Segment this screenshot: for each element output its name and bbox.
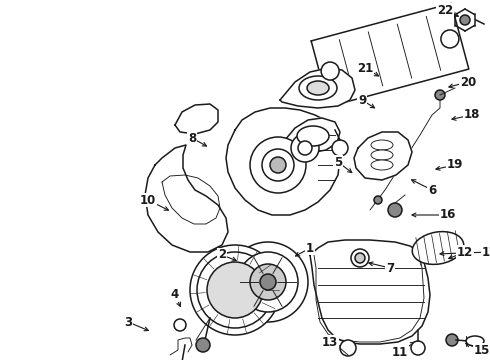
Text: 6: 6 bbox=[428, 184, 436, 197]
Text: 12: 12 bbox=[457, 246, 473, 258]
Ellipse shape bbox=[371, 140, 393, 150]
Circle shape bbox=[446, 334, 458, 346]
Circle shape bbox=[207, 262, 263, 318]
Circle shape bbox=[291, 134, 319, 162]
Text: 2: 2 bbox=[218, 248, 226, 261]
Text: 18: 18 bbox=[464, 108, 480, 122]
Polygon shape bbox=[311, 3, 469, 107]
Text: 16: 16 bbox=[440, 208, 456, 221]
Ellipse shape bbox=[297, 126, 329, 146]
Circle shape bbox=[298, 141, 312, 155]
Ellipse shape bbox=[371, 150, 393, 160]
Circle shape bbox=[321, 62, 339, 80]
Circle shape bbox=[351, 249, 369, 267]
Text: 9: 9 bbox=[358, 94, 366, 107]
Text: 17: 17 bbox=[482, 246, 490, 258]
Circle shape bbox=[196, 338, 210, 352]
Ellipse shape bbox=[299, 76, 337, 100]
Polygon shape bbox=[280, 68, 355, 108]
Text: 13: 13 bbox=[322, 336, 338, 348]
Text: 10: 10 bbox=[140, 194, 156, 207]
Text: 20: 20 bbox=[460, 76, 476, 89]
Text: 15: 15 bbox=[474, 343, 490, 356]
Circle shape bbox=[197, 252, 273, 328]
Circle shape bbox=[250, 137, 306, 193]
Circle shape bbox=[190, 245, 280, 335]
Ellipse shape bbox=[412, 231, 464, 264]
Circle shape bbox=[174, 319, 186, 331]
Circle shape bbox=[340, 340, 356, 356]
Circle shape bbox=[270, 157, 286, 173]
Text: 7: 7 bbox=[386, 261, 394, 274]
Circle shape bbox=[260, 274, 276, 290]
Text: 8: 8 bbox=[188, 131, 196, 144]
Circle shape bbox=[332, 140, 348, 156]
Text: 5: 5 bbox=[334, 156, 342, 168]
Text: 1: 1 bbox=[306, 242, 314, 255]
Polygon shape bbox=[145, 145, 228, 252]
Circle shape bbox=[388, 203, 402, 217]
Polygon shape bbox=[310, 240, 430, 344]
Text: 22: 22 bbox=[437, 4, 453, 17]
Circle shape bbox=[411, 341, 425, 355]
Circle shape bbox=[460, 15, 470, 25]
Ellipse shape bbox=[371, 160, 393, 170]
Text: 4: 4 bbox=[171, 288, 179, 302]
Polygon shape bbox=[226, 108, 340, 215]
Text: 19: 19 bbox=[447, 158, 463, 171]
Text: 11: 11 bbox=[392, 346, 408, 359]
Ellipse shape bbox=[466, 336, 484, 346]
Polygon shape bbox=[285, 118, 340, 153]
Ellipse shape bbox=[307, 81, 329, 95]
Polygon shape bbox=[354, 132, 412, 180]
Circle shape bbox=[262, 149, 294, 181]
Text: 21: 21 bbox=[357, 62, 373, 75]
Circle shape bbox=[355, 253, 365, 263]
Circle shape bbox=[238, 252, 298, 312]
Circle shape bbox=[435, 90, 445, 100]
Polygon shape bbox=[175, 104, 218, 134]
Text: 3: 3 bbox=[124, 315, 132, 328]
Circle shape bbox=[228, 242, 308, 322]
Circle shape bbox=[250, 264, 286, 300]
Circle shape bbox=[441, 30, 459, 48]
Circle shape bbox=[374, 196, 382, 204]
